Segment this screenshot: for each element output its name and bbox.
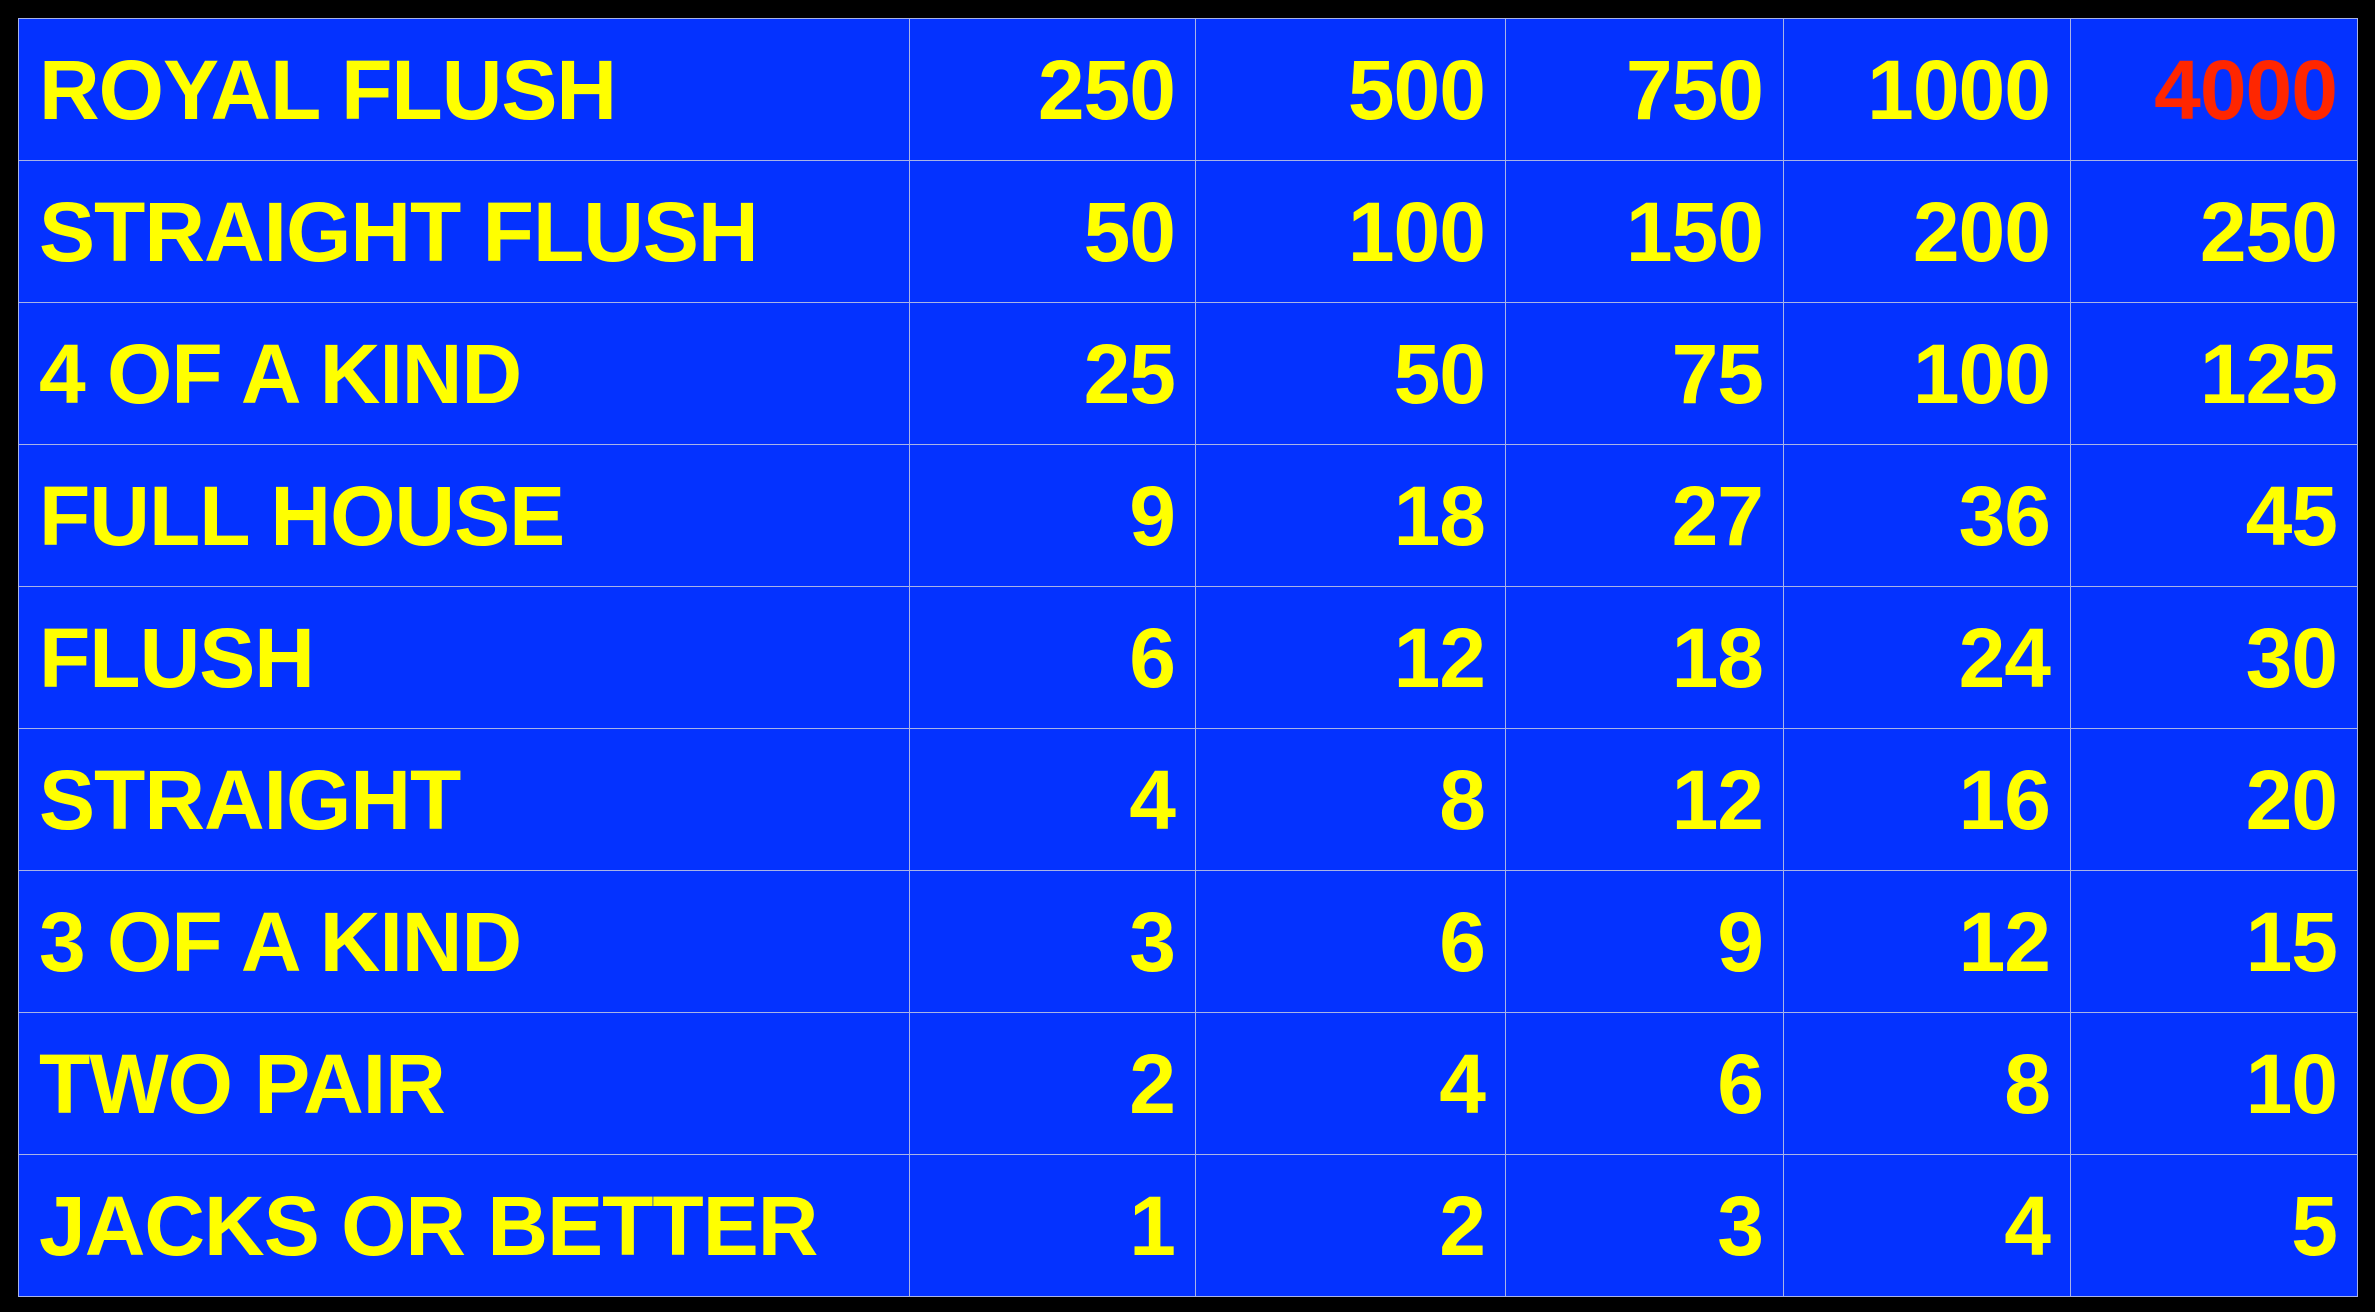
payout-cell-coin-1: 25 [909, 302, 1196, 445]
payout-cell-coin-2: 500 [1195, 18, 1506, 161]
payout-cell-coin-2: 12 [1195, 586, 1506, 729]
payout-cell-coin-5: 10 [2070, 1012, 2358, 1155]
paytable-row: FLUSH 6 12 18 24 30 [18, 586, 2358, 729]
payout-cell-coin-2: 6 [1195, 870, 1506, 1013]
payout-cell-coin-1: 50 [909, 160, 1196, 303]
hand-name: STRAIGHT FLUSH [18, 160, 910, 303]
payout-cell-coin-3: 6 [1505, 1012, 1784, 1155]
payout-cell-coin-3: 150 [1505, 160, 1784, 303]
payout-cell-coin-1: 9 [909, 444, 1196, 587]
payout-cell-coin-1: 6 [909, 586, 1196, 729]
hand-name: 3 OF A KIND [18, 870, 910, 1013]
payout-cell-coin-1: 3 [909, 870, 1196, 1013]
hand-name: 4 OF A KIND [18, 302, 910, 445]
hand-name: TWO PAIR [18, 1012, 910, 1155]
payout-cell-coin-1: 1 [909, 1154, 1196, 1297]
payout-cell-coin-5: 4000 [2070, 18, 2358, 161]
payout-cell-coin-4: 4 [1783, 1154, 2071, 1297]
payout-cell-coin-1: 4 [909, 728, 1196, 871]
hand-name: JACKS OR BETTER [18, 1154, 910, 1297]
payout-cell-coin-5: 45 [2070, 444, 2358, 587]
paytable: ROYAL FLUSH 250 500 750 1000 4000 STRAIGHT FLU… [18, 18, 2358, 1297]
payout-cell-coin-2: 4 [1195, 1012, 1506, 1155]
hand-name: FLUSH [18, 586, 910, 729]
payout-cell-coin-3: 750 [1505, 18, 1784, 161]
payout-cell-coin-4: 200 [1783, 160, 2071, 303]
paytable-row: JACKS OR BETTER 1 2 3 4 5 [18, 1154, 2358, 1297]
payout-cell-coin-3: 9 [1505, 870, 1784, 1013]
payout-cell-coin-4: 12 [1783, 870, 2071, 1013]
hand-name: STRAIGHT [18, 728, 910, 871]
payout-cell-coin-5: 125 [2070, 302, 2358, 445]
hand-name: ROYAL FLUSH [18, 18, 910, 161]
payout-cell-coin-3: 27 [1505, 444, 1784, 587]
payout-cell-coin-2: 8 [1195, 728, 1506, 871]
paytable-row: 4 OF A KIND 25 50 75 100 125 [18, 302, 2358, 445]
paytable-row: STRAIGHT FLUSH 50 100 150 200 250 [18, 160, 2358, 303]
paytable-row: 3 OF A KIND 3 6 9 12 15 [18, 870, 2358, 1013]
paytable-row: STRAIGHT 4 8 12 16 20 [18, 728, 2358, 871]
payout-cell-coin-3: 12 [1505, 728, 1784, 871]
payout-cell-coin-1: 250 [909, 18, 1196, 161]
hand-name: FULL HOUSE [18, 444, 910, 587]
paytable-row: ROYAL FLUSH 250 500 750 1000 4000 [18, 18, 2358, 161]
paytable-body: ROYAL FLUSH 250 500 750 1000 4000 STRAIGHT FLU… [18, 18, 2358, 1297]
payout-cell-coin-2: 50 [1195, 302, 1506, 445]
payout-cell-coin-4: 100 [1783, 302, 2071, 445]
payout-cell-coin-4: 16 [1783, 728, 2071, 871]
payout-cell-coin-5: 20 [2070, 728, 2358, 871]
payout-cell-coin-5: 5 [2070, 1154, 2358, 1297]
payout-cell-coin-5: 15 [2070, 870, 2358, 1013]
payout-cell-coin-3: 3 [1505, 1154, 1784, 1297]
payout-cell-coin-4: 36 [1783, 444, 2071, 587]
payout-cell-coin-2: 2 [1195, 1154, 1506, 1297]
payout-cell-coin-1: 2 [909, 1012, 1196, 1155]
payout-cell-coin-5: 250 [2070, 160, 2358, 303]
paytable-row: TWO PAIR 2 4 6 8 10 [18, 1012, 2358, 1155]
payout-cell-coin-3: 75 [1505, 302, 1784, 445]
payout-cell-coin-3: 18 [1505, 586, 1784, 729]
payout-cell-coin-2: 100 [1195, 160, 1506, 303]
payout-cell-coin-5: 30 [2070, 586, 2358, 729]
payout-cell-coin-4: 8 [1783, 1012, 2071, 1155]
payout-cell-coin-4: 24 [1783, 586, 2071, 729]
payout-cell-coin-4: 1000 [1783, 18, 2071, 161]
payout-cell-coin-2: 18 [1195, 444, 1506, 587]
paytable-row: FULL HOUSE 9 18 27 36 45 [18, 444, 2358, 587]
